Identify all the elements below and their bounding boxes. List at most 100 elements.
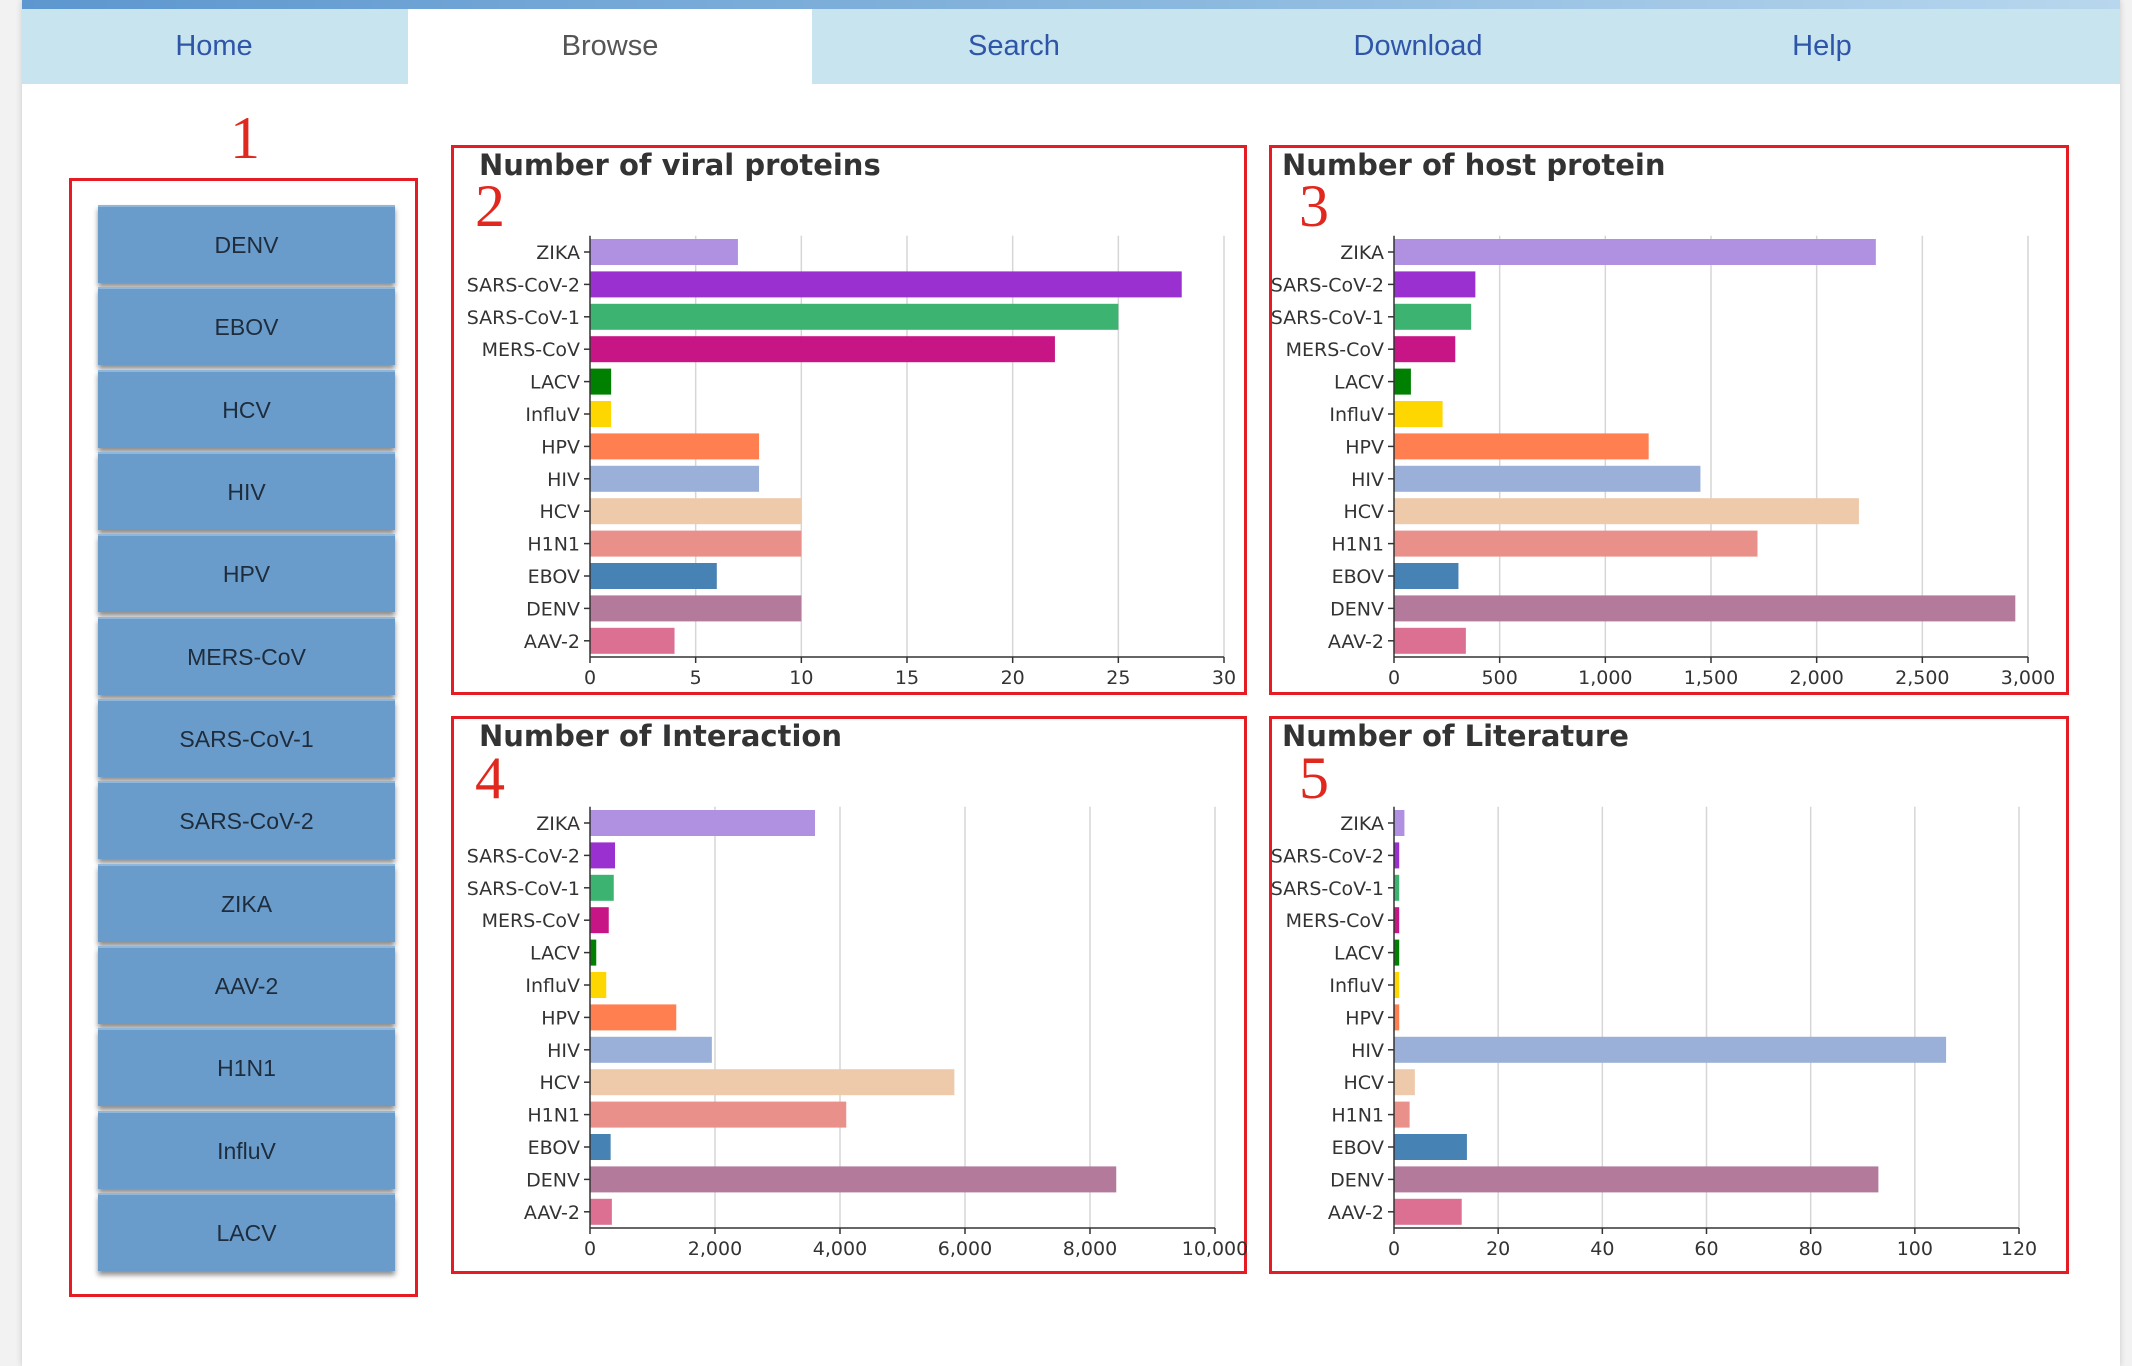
bar-ebov[interactable] (1394, 563, 1459, 589)
bar-mers-cov[interactable] (590, 907, 609, 934)
chart-title-interaction: Number of Interaction (479, 719, 842, 753)
bar-hiv[interactable] (590, 465, 760, 492)
virus-button-h1n1[interactable]: H1N1 (98, 1028, 395, 1106)
bar-hpv[interactable] (1394, 433, 1649, 460)
bar-lacv[interactable] (1394, 368, 1411, 395)
bar-aav-2[interactable] (590, 1198, 612, 1225)
bar-lacv[interactable] (590, 368, 612, 395)
virus-button-influv[interactable]: InfluV (98, 1111, 395, 1189)
bar-h1n1[interactable] (1394, 530, 1758, 557)
bar-ebov[interactable] (1394, 1134, 1467, 1160)
virus-button-lacv[interactable]: LACV (98, 1193, 395, 1271)
virus-button-hcv[interactable]: HCV (98, 370, 395, 448)
bar-lacv[interactable] (590, 939, 597, 966)
y-tick-label: H1N1 (1331, 1105, 1384, 1127)
bar-influv[interactable] (1394, 972, 1400, 998)
y-tick-label: MERS-CoV (1286, 910, 1384, 932)
bar-sars-cov-1[interactable] (1394, 303, 1472, 330)
virus-button-mers-cov[interactable]: MERS-CoV (98, 617, 395, 695)
bar-denv[interactable] (590, 1166, 1117, 1193)
y-tick-label: HCV (1343, 501, 1384, 523)
virus-button-hpv[interactable]: HPV (98, 534, 395, 612)
bar-ebov[interactable] (590, 563, 717, 589)
bar-influv[interactable] (590, 401, 612, 427)
nav-bar: Home Browse Search Download Help (22, 9, 2120, 84)
bar-hiv[interactable] (1394, 465, 1701, 492)
x-tick-label: 2,500 (1895, 667, 1949, 689)
bar-hpv[interactable] (590, 1004, 677, 1031)
chart-panel-literature (1269, 716, 2069, 1274)
bar-aav-2[interactable] (1394, 1198, 1462, 1225)
y-tick-label: DENV (1330, 598, 1384, 620)
bar-sars-cov-2[interactable] (590, 842, 615, 869)
bar-hcv[interactable] (1394, 498, 1859, 525)
y-tick-label: HPV (541, 436, 580, 458)
bar-zika[interactable] (590, 810, 815, 836)
bar-hiv[interactable] (1394, 1036, 1947, 1063)
bar-zika[interactable] (1394, 239, 1876, 265)
x-tick-label: 6,000 (938, 1238, 992, 1260)
chart-interaction: 0 2,000 4,000 6,000 8,000 10,000 ZIKA SARS-CoV-… (467, 806, 1248, 1260)
bar-sars-cov-1[interactable] (590, 303, 1119, 330)
tab-search[interactable]: Search (968, 30, 1060, 62)
y-tick-label: InfluV (1329, 404, 1384, 426)
bar-denv[interactable] (1394, 595, 2016, 622)
bar-sars-cov-1[interactable] (1394, 874, 1400, 901)
virus-button-zika[interactable]: ZIKA (98, 864, 395, 942)
bar-denv[interactable] (590, 595, 802, 622)
virus-button-denv[interactable]: DENV (98, 205, 395, 283)
bar-zika[interactable] (590, 239, 738, 265)
tab-download[interactable]: Download (1353, 30, 1483, 62)
y-tick-label: HPV (1345, 1007, 1384, 1029)
y-tick-label: DENV (526, 598, 580, 620)
y-tick-label: SARS-CoV-2 (1271, 845, 1384, 867)
tab-help[interactable]: Help (1792, 30, 1852, 62)
bar-h1n1[interactable] (1394, 1101, 1410, 1128)
bar-aav-2[interactable] (1394, 627, 1466, 654)
x-tick-label: 8,000 (1063, 1238, 1117, 1260)
bar-sars-cov-2[interactable] (1394, 842, 1400, 869)
bar-ebov[interactable] (590, 1134, 611, 1160)
bar-denv[interactable] (1394, 1166, 1879, 1193)
virus-button-ebov[interactable]: EBOV (98, 287, 395, 365)
y-tick-label: ZIKA (1340, 813, 1384, 835)
bar-influv[interactable] (1394, 401, 1443, 427)
chart-viral-proteins: 0 5 10 15 20 25 30 ZIKA SARS-CoV-2 SARS-CoV-1 MERS… (467, 235, 1236, 689)
bar-mers-cov[interactable] (590, 336, 1055, 363)
y-tick-label: InfluV (1329, 975, 1384, 997)
virus-sidebar-box (69, 178, 418, 1297)
x-tick-label: 2,000 (1789, 667, 1843, 689)
bar-sars-cov-2[interactable] (590, 271, 1182, 298)
y-tick-label: SARS-CoV-2 (1271, 274, 1384, 296)
bar-h1n1[interactable] (590, 530, 802, 557)
virus-button-sars-cov-2[interactable]: SARS-CoV-2 (98, 781, 395, 859)
y-tick-label: HIV (547, 469, 580, 491)
virus-button-hiv[interactable]: HIV (98, 452, 395, 530)
bar-zika[interactable] (1394, 810, 1405, 836)
bar-hpv[interactable] (590, 433, 760, 460)
y-tick-label: LACV (1334, 943, 1384, 965)
bar-hcv[interactable] (1394, 1069, 1415, 1096)
bar-aav-2[interactable] (590, 627, 675, 654)
virus-button-sars-cov-1[interactable]: SARS-CoV-1 (98, 699, 395, 777)
tab-home[interactable]: Home (175, 30, 253, 62)
tab-browse[interactable]: Browse (408, 9, 812, 84)
bar-mers-cov[interactable] (1394, 907, 1400, 934)
bar-h1n1[interactable] (590, 1101, 847, 1128)
virus-button-aav-2[interactable]: AAV-2 (98, 946, 395, 1024)
chart-literature: 0 20 40 60 80 100 120 ZIKA SARS-CoV-2 SARS-CoV-1 M… (1271, 806, 2037, 1260)
x-tick-label: 15 (895, 667, 919, 689)
bar-hcv[interactable] (590, 1069, 955, 1096)
bar-lacv[interactable] (1394, 939, 1400, 966)
y-tick-label: EBOV (528, 566, 580, 588)
bar-sars-cov-1[interactable] (590, 874, 614, 901)
bar-hpv[interactable] (1394, 1004, 1400, 1031)
bar-hcv[interactable] (590, 498, 802, 525)
bar-influv[interactable] (590, 972, 607, 998)
y-tick-label: AAV-2 (524, 1202, 580, 1224)
x-tick-label: 120 (2001, 1238, 2037, 1260)
bar-mers-cov[interactable] (1394, 336, 1456, 363)
bar-hiv[interactable] (590, 1036, 712, 1063)
bar-sars-cov-2[interactable] (1394, 271, 1476, 298)
y-tick-label: SARS-CoV-1 (1271, 307, 1384, 329)
